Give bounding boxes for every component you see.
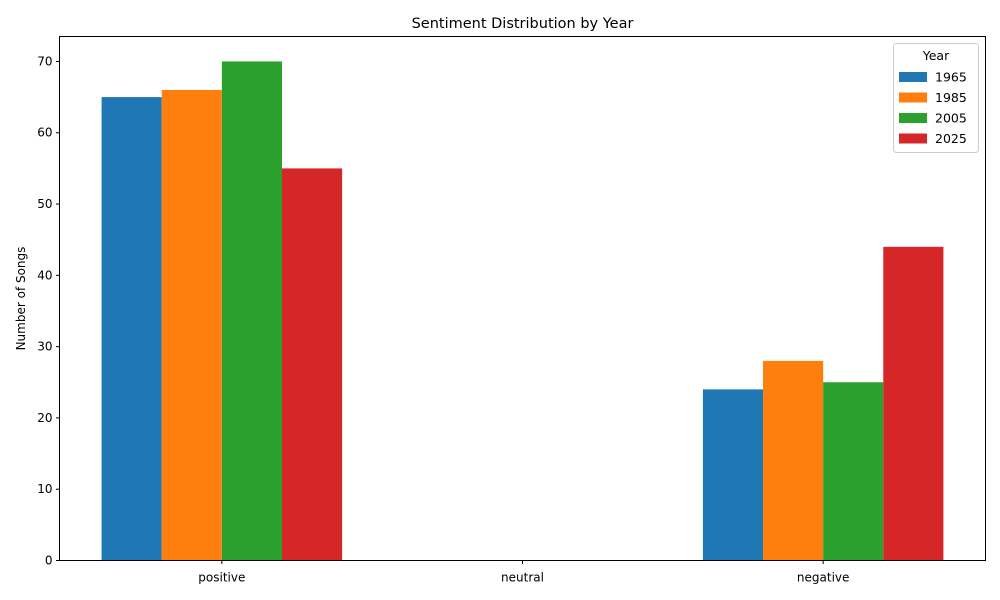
x-tick-label: neutral (501, 571, 544, 585)
y-tick-label: 0 (45, 554, 53, 568)
legend-label-2005: 2005 (935, 111, 967, 126)
chart-title: Sentiment Distribution by Year (412, 16, 634, 32)
bar-positive-2025 (281, 168, 343, 561)
bar-negative-1985 (763, 360, 824, 561)
bar-positive-1985 (161, 89, 222, 561)
bar-positive-1965 (101, 97, 162, 561)
y-tick-label: 40 (37, 268, 52, 282)
legend-swatch-1965 (899, 72, 927, 82)
y-tick-label: 70 (37, 54, 52, 68)
y-tick-label: 30 (37, 340, 52, 354)
plot-frame (59, 36, 986, 561)
bar-negative-2025 (883, 246, 944, 561)
legend-swatch-1985 (899, 92, 927, 103)
legend-items: 1965 1985 2005 2025 (899, 70, 967, 146)
bar-positive-2005 (221, 61, 282, 561)
legend-swatch-2005 (899, 113, 927, 123)
x-axis-ticks: positive neutral negative (198, 560, 849, 585)
bar-negative-1965 (702, 389, 764, 561)
y-tick-label: 20 (37, 411, 52, 425)
y-axis-label: Number of Songs (14, 247, 28, 351)
legend-label-1965: 1965 (935, 70, 967, 85)
legend-label-2025: 2025 (935, 131, 967, 146)
legend-label-1985: 1985 (935, 90, 967, 105)
y-tick-label: 50 (37, 197, 52, 211)
x-tick-label: positive (198, 571, 245, 585)
x-tick-label: negative (797, 571, 849, 585)
legend-swatch-2025 (899, 133, 927, 144)
y-tick-label: 60 (37, 126, 52, 140)
bars-group (101, 61, 944, 561)
y-tick-label: 10 (37, 482, 52, 496)
legend-title: Year (922, 48, 950, 63)
legend-box (893, 43, 979, 153)
y-axis-ticks: 0 10 20 30 40 50 60 70 (37, 54, 60, 568)
legend: Year 1965 1985 2005 2025 (893, 43, 979, 153)
bar-negative-2005 (823, 382, 884, 561)
